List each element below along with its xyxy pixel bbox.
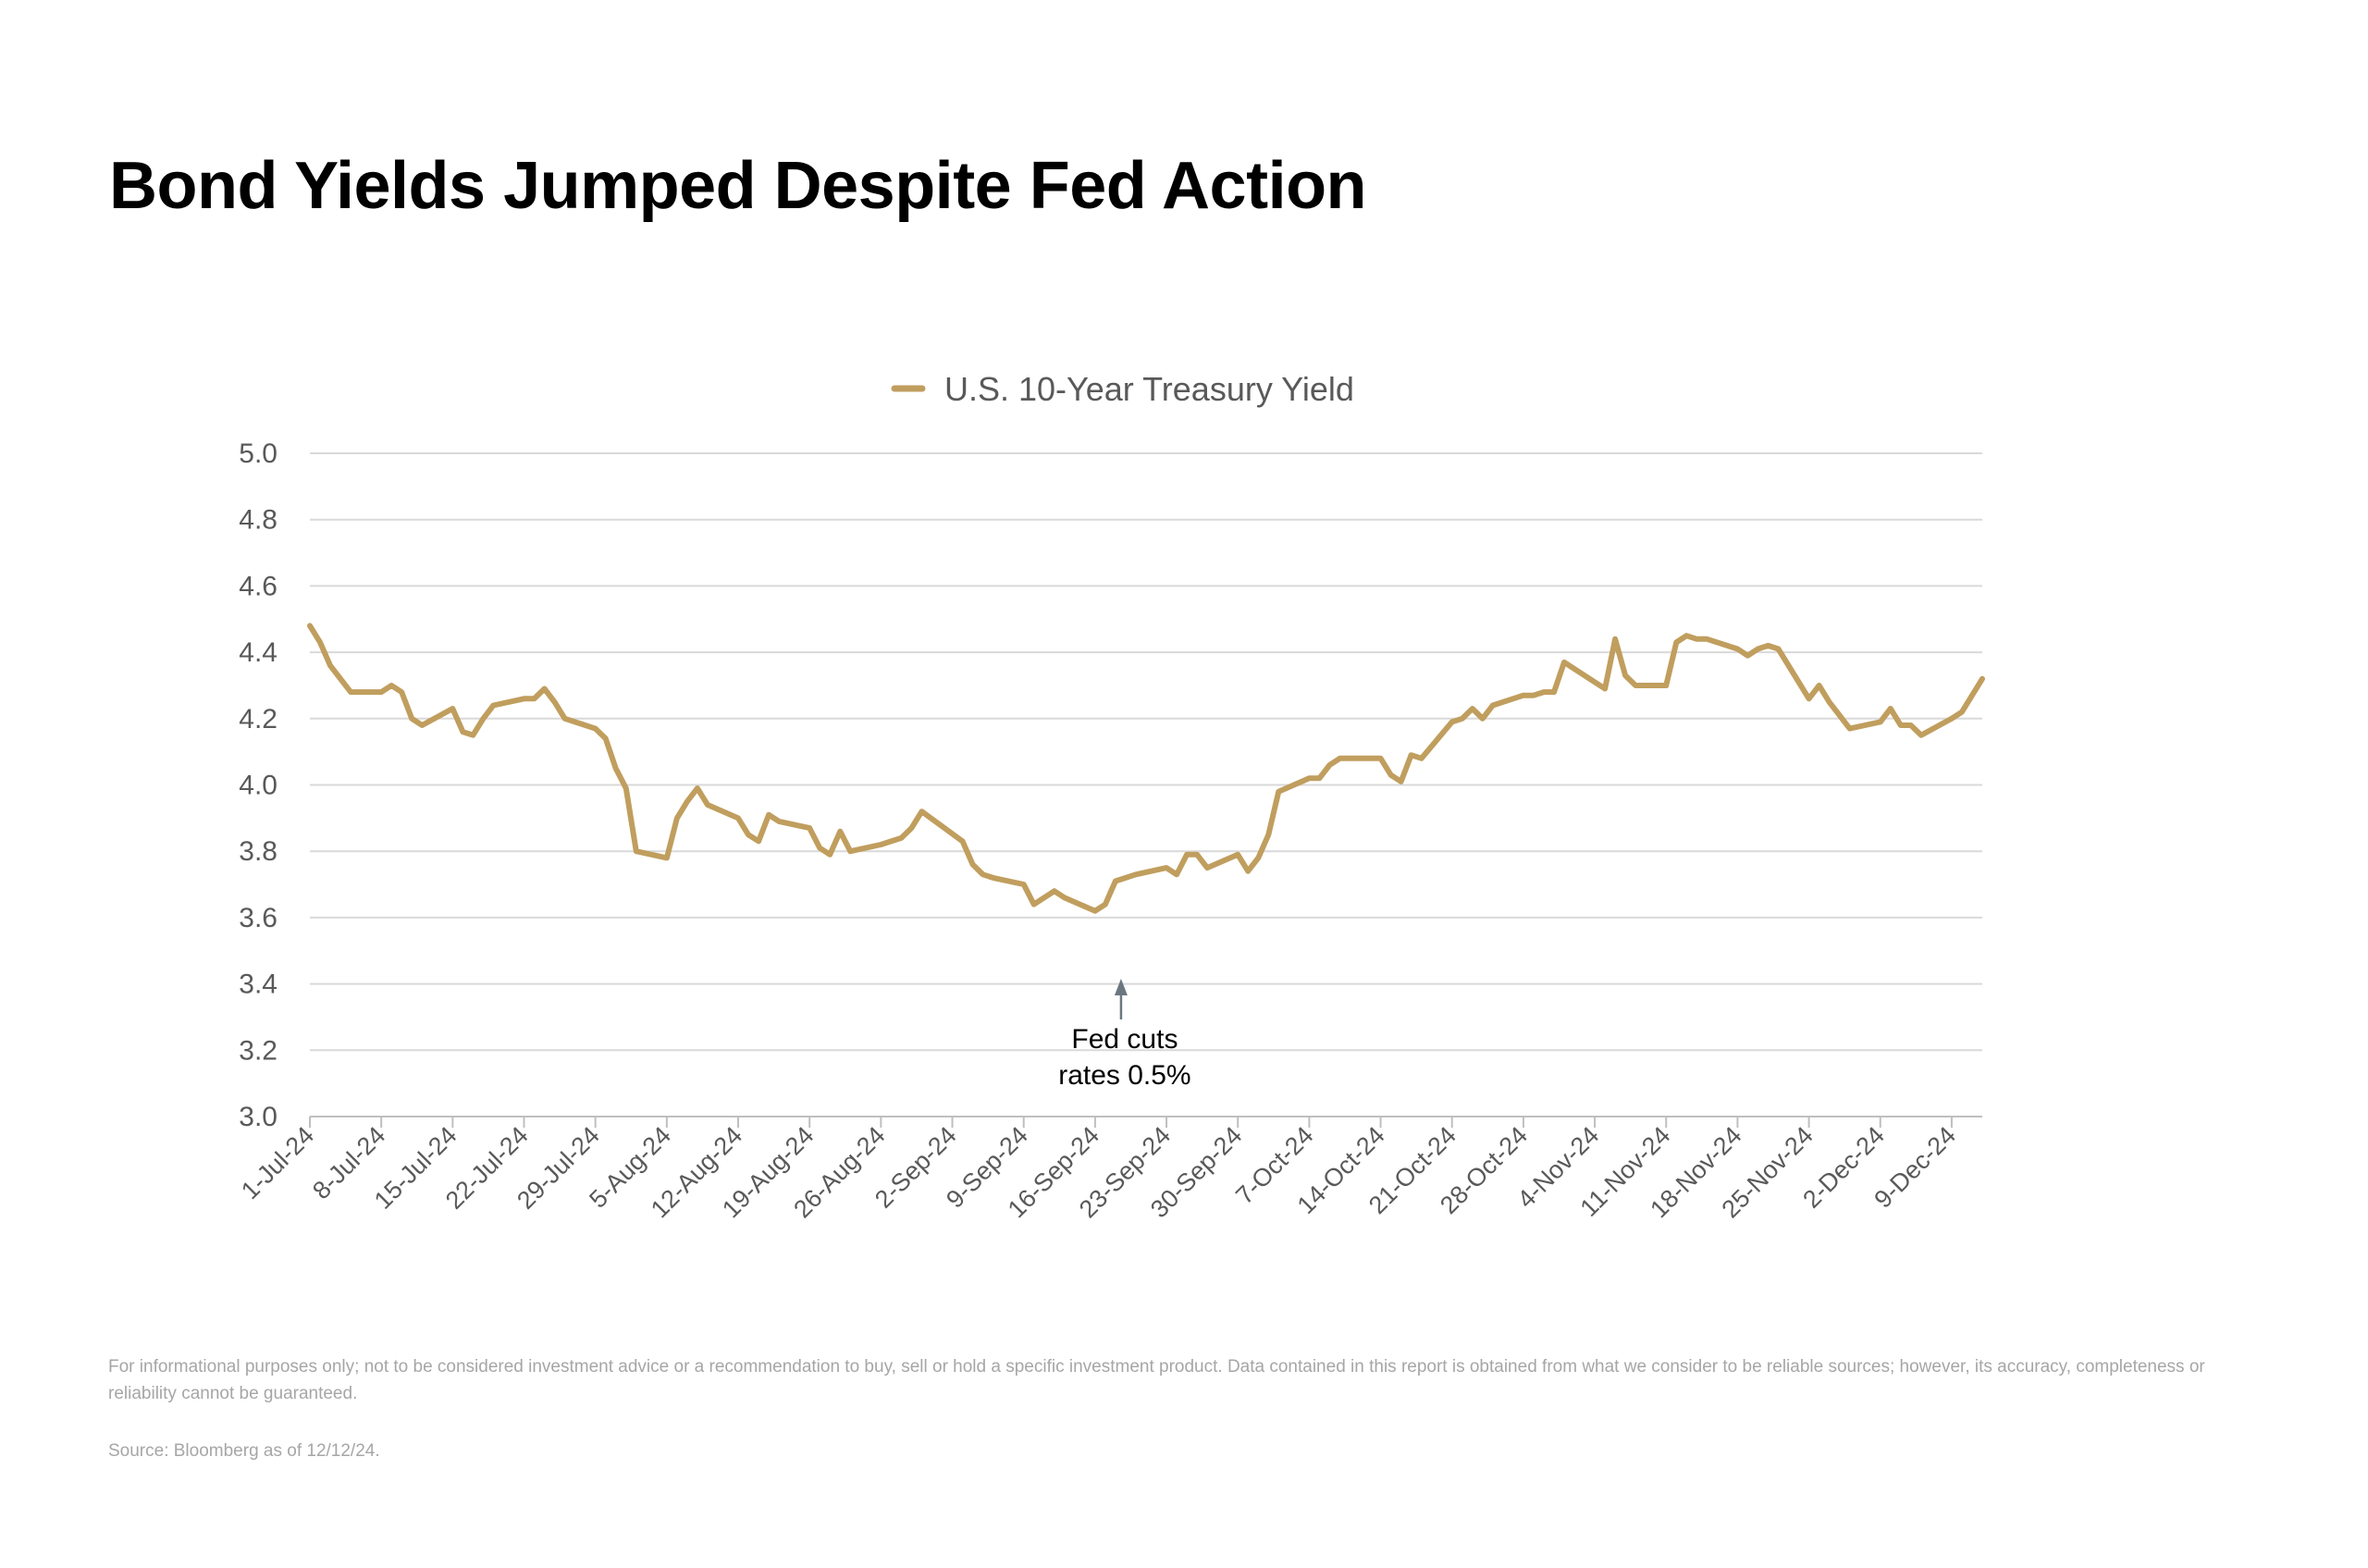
chart-legend: U.S. 10-Year Treasury Yield — [891, 370, 1354, 408]
y-tick-label: 4.6 — [239, 571, 278, 601]
y-tick-label: 4.0 — [239, 771, 278, 801]
y-tick-label: 5.0 — [239, 438, 278, 469]
source-note: Source: Bloomberg as of 12/12/24. — [108, 1441, 380, 1461]
y-axis-ticks: 3.0 3.2 3.4 3.6 3.8 4.0 4.2 4.4 4.6 4.8 5.0 — [239, 438, 278, 1132]
x-axis: 1-Jul-248-Jul-2415-Jul-2422-Jul-2429-Jul… — [236, 1116, 1982, 1223]
gridlines — [310, 452, 1982, 1052]
x-tick-label: 1-Jul-24 — [236, 1121, 319, 1204]
disclaimer-text: For informational purposes only; not to … — [108, 1357, 2205, 1403]
y-tick-label: 3.8 — [239, 836, 278, 867]
y-tick-label: 3.4 — [239, 969, 278, 1000]
page-title: Bond Yields Jumped Despite Fed Action — [109, 149, 1367, 223]
annotation-arrow-head — [1114, 979, 1128, 995]
y-tick-label: 4.8 — [239, 505, 278, 536]
y-tick-label: 3.6 — [239, 903, 278, 933]
y-tick-label: 4.4 — [239, 637, 278, 668]
annotation-label-line: Fed cuts — [1071, 1024, 1178, 1055]
annotation-label-line: rates 0.5% — [1058, 1060, 1190, 1091]
y-tick-label: 3.2 — [239, 1035, 278, 1066]
y-tick-label: 3.0 — [239, 1102, 278, 1132]
series-line-us-10y-treasury — [307, 623, 1985, 914]
fed-cut-annotation: Fed cuts rates 0.5% — [1058, 979, 1191, 1091]
y-tick-label: 4.2 — [239, 704, 278, 735]
series-group — [307, 623, 1985, 914]
legend-label: U.S. 10-Year Treasury Yield — [944, 370, 1354, 408]
